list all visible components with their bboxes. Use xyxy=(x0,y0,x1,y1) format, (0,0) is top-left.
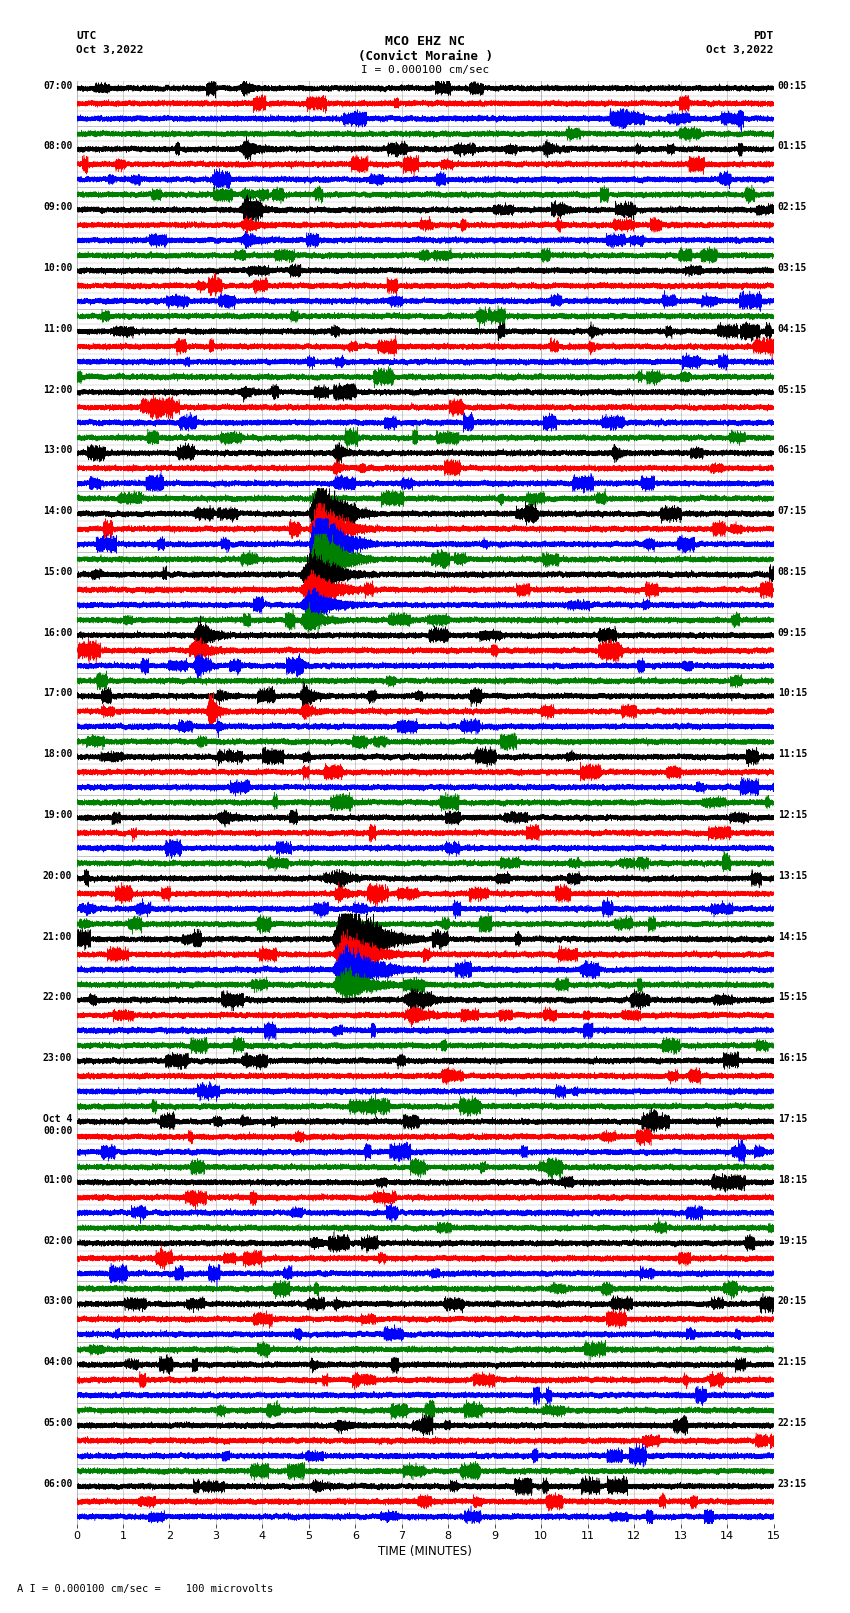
Text: 22:00: 22:00 xyxy=(43,992,72,1002)
Text: 14:00: 14:00 xyxy=(43,506,72,516)
Text: 02:15: 02:15 xyxy=(778,202,807,213)
Text: 18:15: 18:15 xyxy=(778,1174,807,1186)
Text: 21:00: 21:00 xyxy=(43,932,72,942)
Text: A I = 0.000100 cm/sec =    100 microvolts: A I = 0.000100 cm/sec = 100 microvolts xyxy=(17,1584,273,1594)
Text: 07:15: 07:15 xyxy=(778,506,807,516)
Text: 13:00: 13:00 xyxy=(43,445,72,455)
Text: 18:00: 18:00 xyxy=(43,750,72,760)
Text: 06:00: 06:00 xyxy=(43,1479,72,1489)
Text: 07:00: 07:00 xyxy=(43,81,72,90)
Text: 03:15: 03:15 xyxy=(778,263,807,273)
Text: 16:15: 16:15 xyxy=(778,1053,807,1063)
Text: 04:00: 04:00 xyxy=(43,1357,72,1368)
Text: Oct 4
00:00: Oct 4 00:00 xyxy=(43,1115,72,1136)
Text: 05:00: 05:00 xyxy=(43,1418,72,1428)
Text: 20:15: 20:15 xyxy=(778,1297,807,1307)
Text: 14:15: 14:15 xyxy=(778,932,807,942)
Text: 05:15: 05:15 xyxy=(778,384,807,395)
Text: 03:00: 03:00 xyxy=(43,1297,72,1307)
X-axis label: TIME (MINUTES): TIME (MINUTES) xyxy=(378,1545,472,1558)
Text: 19:00: 19:00 xyxy=(43,810,72,819)
Text: 12:15: 12:15 xyxy=(778,810,807,819)
Text: 19:15: 19:15 xyxy=(778,1236,807,1245)
Text: 21:15: 21:15 xyxy=(778,1357,807,1368)
Text: 22:15: 22:15 xyxy=(778,1418,807,1428)
Text: 09:00: 09:00 xyxy=(43,202,72,213)
Text: 01:15: 01:15 xyxy=(778,142,807,152)
Text: 10:00: 10:00 xyxy=(43,263,72,273)
Text: 04:15: 04:15 xyxy=(778,324,807,334)
Text: 13:15: 13:15 xyxy=(778,871,807,881)
Text: 15:00: 15:00 xyxy=(43,566,72,577)
Text: 11:15: 11:15 xyxy=(778,750,807,760)
Text: 15:15: 15:15 xyxy=(778,992,807,1002)
Text: 23:00: 23:00 xyxy=(43,1053,72,1063)
Text: Oct 3,2022: Oct 3,2022 xyxy=(706,45,774,55)
Text: 20:00: 20:00 xyxy=(43,871,72,881)
Text: 16:00: 16:00 xyxy=(43,627,72,637)
Text: I = 0.000100 cm/sec: I = 0.000100 cm/sec xyxy=(361,65,489,74)
Text: 08:00: 08:00 xyxy=(43,142,72,152)
Text: 11:00: 11:00 xyxy=(43,324,72,334)
Text: PDT: PDT xyxy=(753,31,774,40)
Text: 23:15: 23:15 xyxy=(778,1479,807,1489)
Text: Oct 3,2022: Oct 3,2022 xyxy=(76,45,144,55)
Text: 17:15: 17:15 xyxy=(778,1115,807,1124)
Text: MCO EHZ NC: MCO EHZ NC xyxy=(385,35,465,48)
Text: 01:00: 01:00 xyxy=(43,1174,72,1186)
Text: UTC: UTC xyxy=(76,31,97,40)
Text: 10:15: 10:15 xyxy=(778,689,807,698)
Text: 00:15: 00:15 xyxy=(778,81,807,90)
Text: 12:00: 12:00 xyxy=(43,384,72,395)
Text: 17:00: 17:00 xyxy=(43,689,72,698)
Text: (Convict Moraine ): (Convict Moraine ) xyxy=(358,50,492,63)
Text: 08:15: 08:15 xyxy=(778,566,807,577)
Text: 06:15: 06:15 xyxy=(778,445,807,455)
Text: 09:15: 09:15 xyxy=(778,627,807,637)
Text: 02:00: 02:00 xyxy=(43,1236,72,1245)
